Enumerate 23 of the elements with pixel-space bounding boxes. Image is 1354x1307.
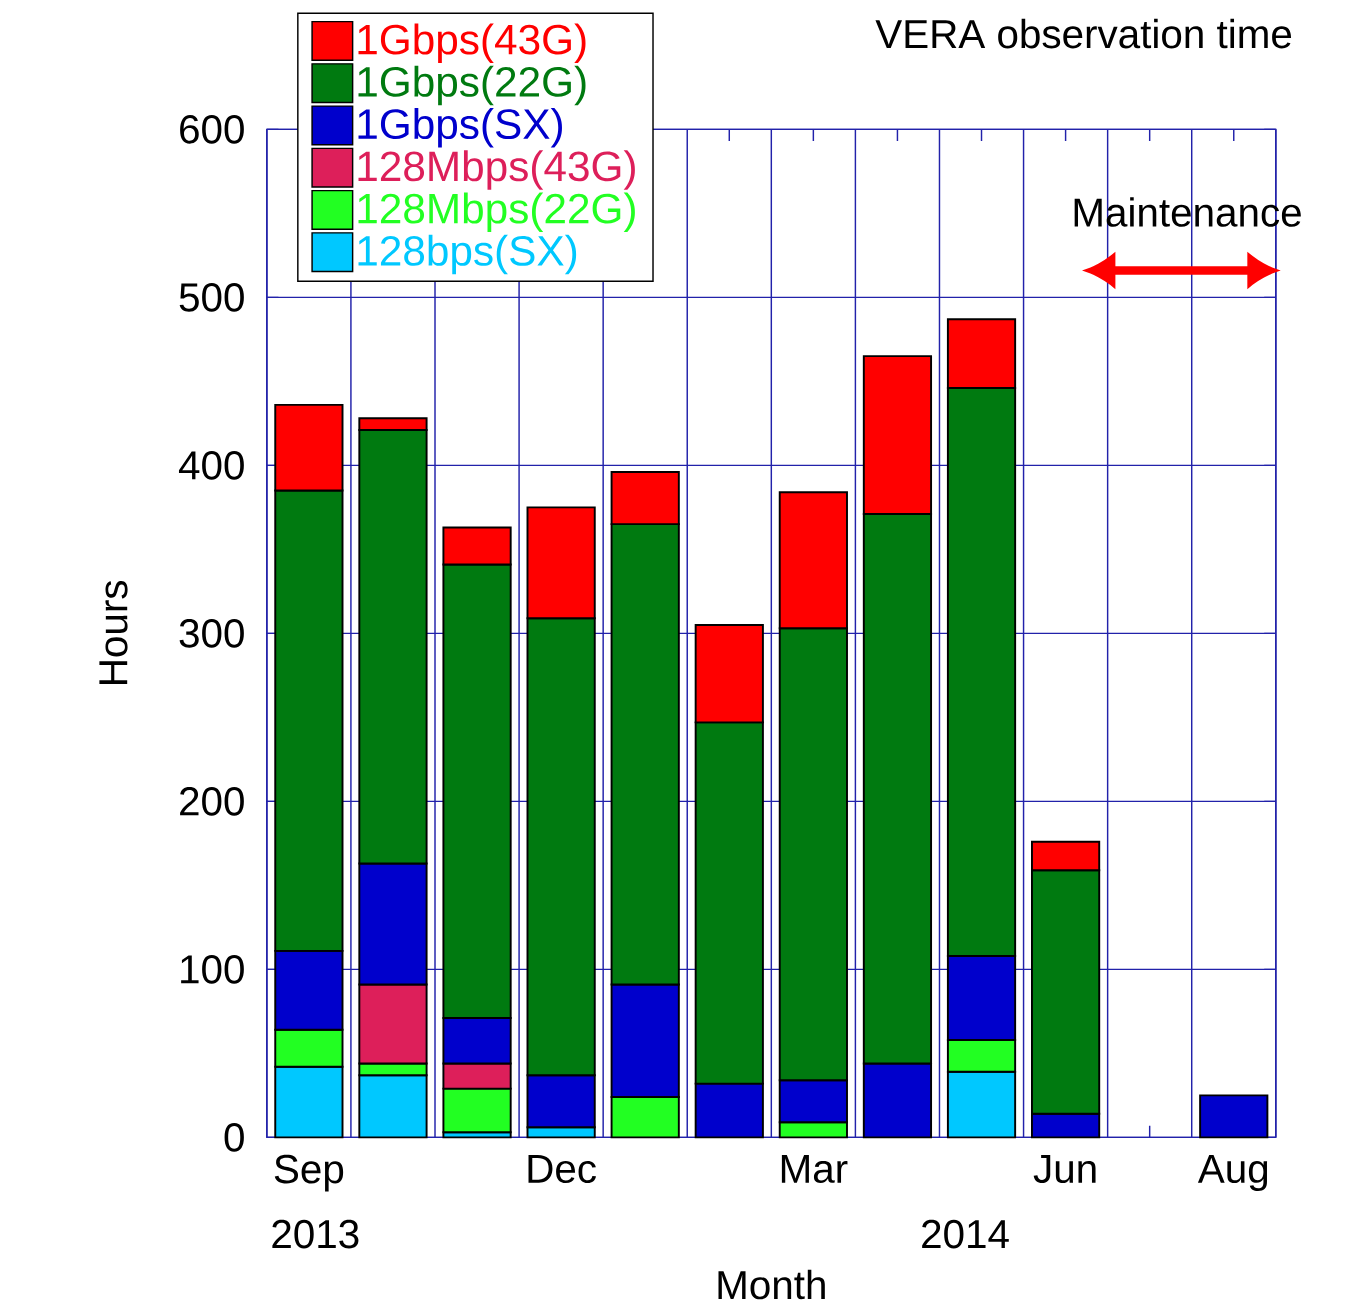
legend-label: 1Gbps(SX) [358,107,562,148]
x-tick-label: Dec [528,1154,596,1183]
legend-label: 128Mbps(22G) [358,192,635,232]
legend-label: 1Gbps(22G) [358,65,586,106]
y-tick-label: 200 [180,786,244,816]
y-axis-title: Hours [99,580,128,684]
y-tick-label: 500 [179,282,244,312]
y-tick-label: 600 [180,114,244,144]
y-tick-label: 0 [224,1122,244,1152]
chart-title: VERA observation time [875,18,1292,49]
text: 2013 [272,1219,359,1249]
x-tick-label: Sep [274,1154,344,1192]
legend-label: 128Mbps(43G) [358,150,635,190]
text: 2014 [922,1219,1009,1249]
legend-label: 128bps(SX) [358,234,577,275]
legend-label: 1Gbps(43G) [358,23,586,63]
y-tick-label: 300 [179,618,244,648]
x-tick-label: Jun [1033,1154,1096,1183]
y-tick-label: 400 [178,450,244,480]
x-tick-label: Mar [781,1154,848,1183]
x-axis-title: Month [718,1269,825,1300]
x-tick-label: Aug [1197,1154,1268,1191]
y-tick-label: 100 [181,954,244,984]
